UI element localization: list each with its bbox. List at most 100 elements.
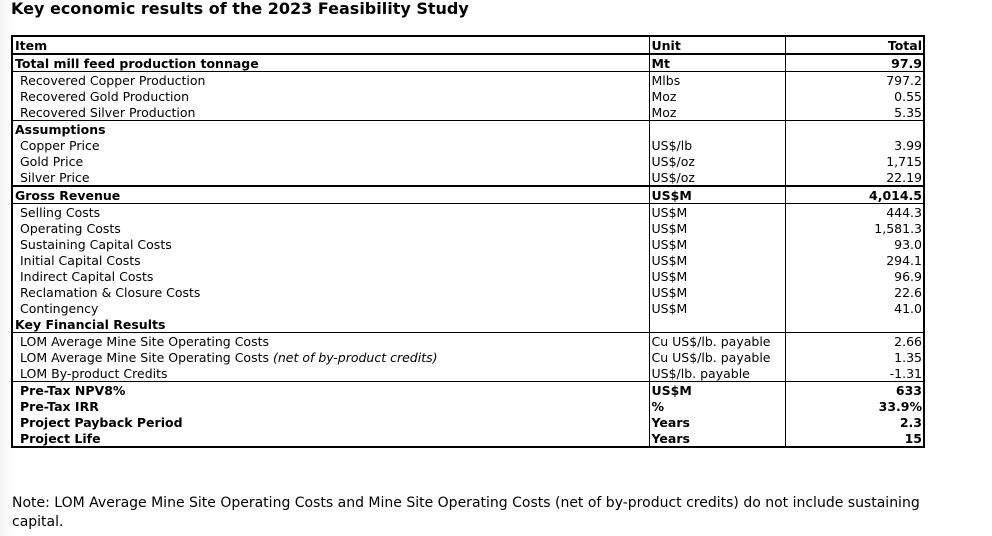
row-item: Recovered Silver Production — [11, 104, 650, 121]
table-header-row: Item Unit Total — [11, 35, 925, 55]
row-total: 797.2 — [785, 71, 925, 88]
row-total: 41.0 — [785, 300, 925, 316]
row-total: 33.9% — [785, 398, 925, 414]
row-total: 15 — [785, 430, 925, 448]
row-total: 5.35 — [785, 104, 925, 121]
table-row: LOM By-product Credits US$/lb. payable -… — [11, 365, 925, 382]
row-item-text: LOM Average Mine Site Operating Costs — [20, 349, 273, 365]
table-row: Project Payback Period Years 2.3 — [11, 414, 925, 430]
row-unit: Mt — [649, 54, 786, 72]
row-item: Copper Price — [11, 137, 650, 153]
table-row-gross-revenue: Gross Revenue US$M 4,014.5 — [11, 185, 925, 204]
row-total: 1,715 — [785, 153, 925, 169]
row-unit: US$/oz — [649, 153, 786, 169]
table-row: Copper Price US$/lb 3.99 — [11, 137, 925, 153]
row-unit: Moz — [649, 88, 786, 104]
row-total: 4,014.5 — [785, 185, 925, 204]
table-row: LOM Average Mine Site Operating Costs Cu… — [11, 332, 925, 349]
table-row: Recovered Silver Production Moz 5.35 — [11, 104, 925, 121]
row-unit: US$/oz — [649, 169, 786, 186]
row-total: 1,581.3 — [785, 220, 925, 236]
row-total — [785, 120, 925, 137]
row-total: -1.31 — [785, 365, 925, 382]
row-total: 2.66 — [785, 332, 925, 349]
row-unit: Mlbs — [649, 71, 786, 88]
row-item: LOM Average Mine Site Operating Costs (n… — [11, 349, 650, 365]
row-unit: US$/lb. payable — [649, 365, 786, 382]
table-row: Project Life Years 15 — [11, 430, 925, 448]
row-item: Initial Capital Costs — [11, 252, 650, 268]
table-row: Total mill feed production tonnage Mt 97… — [11, 54, 925, 72]
row-unit: US$M — [649, 236, 786, 252]
row-item: Pre-Tax NPV8% — [11, 381, 650, 398]
section-header-row: Assumptions — [11, 120, 925, 137]
row-item: Operating Costs — [11, 220, 650, 236]
table-row: Sustaining Capital Costs US$M 93.0 — [11, 236, 925, 252]
row-total: 633 — [785, 381, 925, 398]
column-header-unit: Unit — [649, 35, 786, 55]
column-header-item: Item — [11, 35, 650, 55]
row-total: 2.3 — [785, 414, 925, 430]
row-item: Recovered Gold Production — [11, 88, 650, 104]
table-row: Pre-Tax NPV8% US$M 633 — [11, 381, 925, 398]
column-header-total: Total — [785, 35, 925, 55]
row-item: Silver Price — [11, 169, 650, 186]
row-item: LOM Average Mine Site Operating Costs — [11, 332, 650, 349]
table-row: Pre-Tax IRR % 33.9% — [11, 398, 925, 414]
table-row: Reclamation & Closure Costs US$M 22.6 — [11, 284, 925, 300]
section-header-key-financial-results: Key Financial Results — [11, 316, 650, 333]
row-total: 22.19 — [785, 169, 925, 186]
table-row: Recovered Copper Production Mlbs 797.2 — [11, 71, 925, 88]
row-item: Gross Revenue — [11, 185, 650, 204]
table-row: Initial Capital Costs US$M 294.1 — [11, 252, 925, 268]
row-item: LOM By-product Credits — [11, 365, 650, 382]
row-item: Total mill feed production tonnage — [11, 54, 650, 72]
row-unit — [649, 120, 786, 137]
row-unit: Moz — [649, 104, 786, 121]
table-row: Operating Costs US$M 1,581.3 — [11, 220, 925, 236]
row-item: Recovered Copper Production — [11, 71, 650, 88]
row-unit: Cu US$/lb. payable — [649, 349, 786, 365]
row-unit: US$M — [649, 203, 786, 220]
row-unit: % — [649, 398, 786, 414]
row-item: Project Life — [11, 430, 650, 448]
row-item: Reclamation & Closure Costs — [11, 284, 650, 300]
table-row: Indirect Capital Costs US$M 96.9 — [11, 268, 925, 284]
row-unit: US$M — [649, 284, 786, 300]
table-row: LOM Average Mine Site Operating Costs (n… — [11, 349, 925, 365]
economic-results-table: Item Unit Total Total mill feed producti… — [11, 35, 925, 448]
row-unit: US$/lb — [649, 137, 786, 153]
table-row: Gold Price US$/oz 1,715 — [11, 153, 925, 169]
row-total: 444.3 — [785, 203, 925, 220]
row-total: 22.6 — [785, 284, 925, 300]
row-unit: US$M — [649, 185, 786, 204]
row-total: 93.0 — [785, 236, 925, 252]
row-item-qualifier: (net of by-product credits) — [272, 349, 438, 365]
row-unit: Years — [649, 430, 786, 448]
row-item: Selling Costs — [11, 203, 650, 220]
table-row: Silver Price US$/oz 22.19 — [11, 169, 925, 186]
row-unit: Years — [649, 414, 786, 430]
row-total: 3.99 — [785, 137, 925, 153]
row-unit: US$M — [649, 252, 786, 268]
row-total: 294.1 — [785, 252, 925, 268]
table-row: Contingency US$M 41.0 — [11, 300, 925, 316]
row-total: 0.55 — [785, 88, 925, 104]
table-row: Recovered Gold Production Moz 0.55 — [11, 88, 925, 104]
row-unit: US$M — [649, 300, 786, 316]
page-title: Key economic results of the 2023 Feasibi… — [11, 0, 469, 18]
row-total — [785, 316, 925, 333]
footnote: Note: LOM Average Mine Site Operating Co… — [12, 495, 920, 530]
section-header-assumptions: Assumptions — [11, 120, 650, 137]
row-item: Sustaining Capital Costs — [11, 236, 650, 252]
row-item: Contingency — [11, 300, 650, 316]
row-unit: Cu US$/lb. payable — [649, 332, 786, 349]
row-item: Gold Price — [11, 153, 650, 169]
row-item: Pre-Tax IRR — [11, 398, 650, 414]
table-row: Selling Costs US$M 444.3 — [11, 203, 925, 220]
row-total: 97.9 — [785, 54, 925, 72]
row-item: Project Payback Period — [11, 414, 650, 430]
section-header-row: Key Financial Results — [11, 316, 925, 333]
row-total: 96.9 — [785, 268, 925, 284]
row-total: 1.35 — [785, 349, 925, 365]
